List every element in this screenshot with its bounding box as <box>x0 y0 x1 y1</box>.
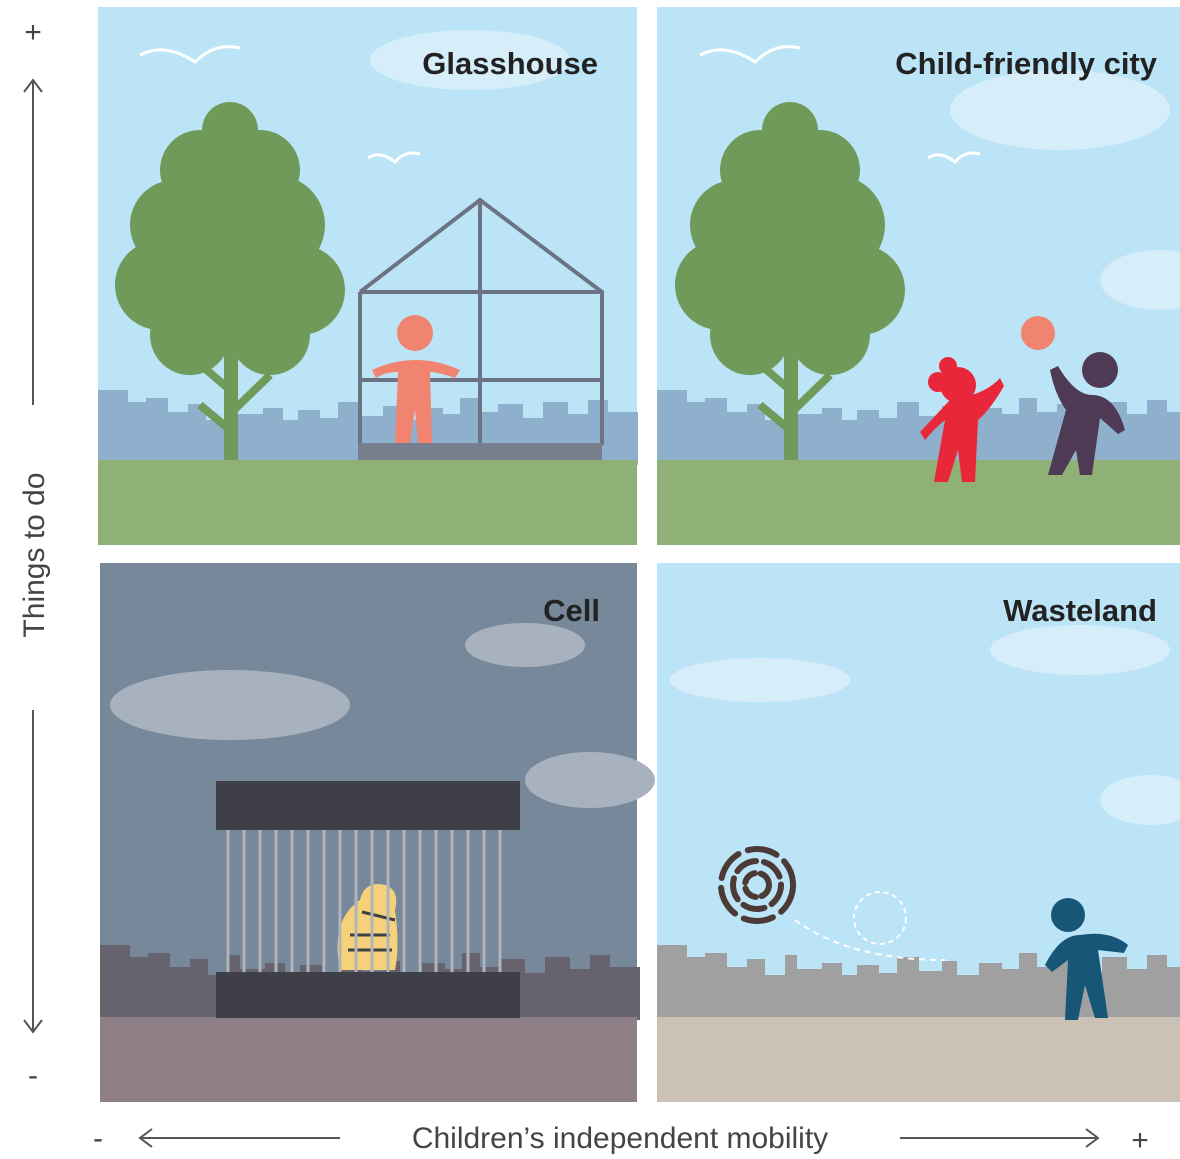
quadrant-wasteland: Wasteland <box>657 563 1180 1102</box>
quadrant-child-friendly-city: Child-friendly city <box>657 7 1180 545</box>
y-axis-low: - <box>28 1059 38 1092</box>
quadrant-cell: Cell <box>100 563 655 1102</box>
x-axis-low: - <box>93 1122 103 1155</box>
quadrant-glasshouse: Glasshouse <box>98 7 638 545</box>
quadrant-title: Wasteland <box>1003 593 1157 628</box>
y-axis-high: + <box>24 16 42 49</box>
quadrant-title: Cell <box>543 593 600 628</box>
x-axis-high: + <box>1131 1124 1149 1157</box>
right-arrow <box>900 1129 1098 1147</box>
quadrant-title: Glasshouse <box>422 46 598 81</box>
y-axis-label: Things to do <box>18 472 51 637</box>
diagram: Glasshouse Child-friendly city <box>0 0 1180 1159</box>
down-arrow <box>24 710 42 1032</box>
left-arrow <box>140 1129 340 1147</box>
up-arrow <box>24 80 42 405</box>
quadrant-title: Child-friendly city <box>895 46 1158 81</box>
x-axis-label: Children’s independent mobility <box>412 1122 828 1155</box>
